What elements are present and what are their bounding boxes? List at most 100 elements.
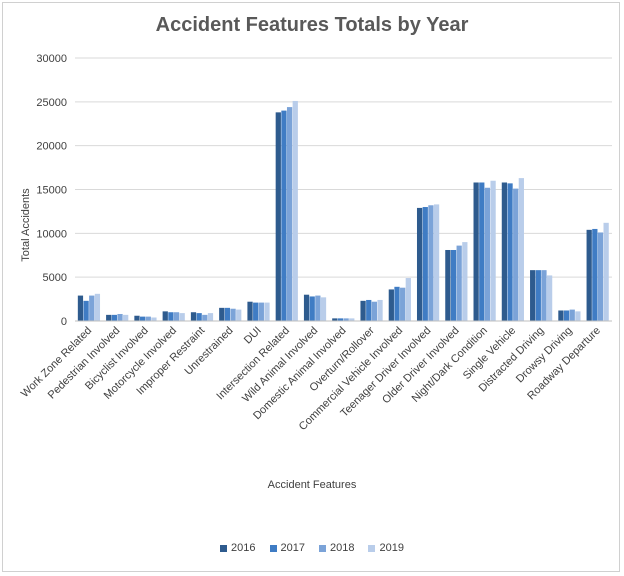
bar xyxy=(490,180,496,321)
bar xyxy=(202,314,208,321)
bar xyxy=(320,297,327,321)
legend-item: 2019 xyxy=(368,542,404,554)
bar xyxy=(173,312,180,321)
bar xyxy=(518,178,524,321)
bar xyxy=(145,316,151,321)
bar xyxy=(111,314,117,321)
bar xyxy=(337,318,344,321)
bar xyxy=(207,313,214,321)
bar xyxy=(428,205,434,321)
legend-label: 2016 xyxy=(231,542,256,554)
y-tick-label: 10000 xyxy=(36,228,67,240)
bar xyxy=(569,309,575,321)
bar xyxy=(597,232,604,321)
bar xyxy=(394,286,400,321)
bar xyxy=(332,318,338,321)
bar xyxy=(219,307,225,321)
bar xyxy=(292,100,298,322)
bar xyxy=(190,312,197,321)
bar xyxy=(196,313,202,321)
bar xyxy=(134,315,140,321)
bar xyxy=(83,300,89,321)
bar xyxy=(315,295,321,321)
legend-swatch xyxy=(368,544,376,552)
bar xyxy=(286,107,293,321)
legend-swatch xyxy=(220,544,228,552)
bar xyxy=(462,242,468,321)
bar xyxy=(484,187,491,321)
bar xyxy=(541,270,547,321)
legend-label: 2017 xyxy=(280,542,305,554)
legend-swatch xyxy=(319,544,326,552)
y-tick-label: 15000 xyxy=(36,185,67,197)
bar xyxy=(253,302,259,321)
bar xyxy=(558,310,564,321)
bar xyxy=(388,289,394,321)
chart-title: Accident Features Totals by Year xyxy=(155,14,469,36)
bar xyxy=(349,318,355,321)
bar xyxy=(450,249,457,321)
bar xyxy=(117,313,123,321)
bar xyxy=(309,296,315,321)
legend: 2016 2017 2018 2019 xyxy=(0,542,624,554)
bar xyxy=(530,270,536,321)
bar xyxy=(479,182,485,321)
bar xyxy=(123,314,129,321)
bar xyxy=(224,307,231,321)
bar xyxy=(592,228,598,321)
bar xyxy=(94,293,101,321)
bar xyxy=(603,222,609,321)
bar xyxy=(366,299,372,321)
bar xyxy=(247,301,253,321)
bar xyxy=(416,207,423,321)
bar xyxy=(140,316,146,321)
y-tick-label: 30000 xyxy=(36,53,67,65)
bar xyxy=(445,249,451,321)
bar xyxy=(258,302,264,321)
bar xyxy=(106,314,112,321)
bar xyxy=(151,317,157,321)
y-tick-label: 0 xyxy=(61,316,67,328)
bar xyxy=(377,299,383,321)
bar xyxy=(456,245,462,321)
bar xyxy=(400,287,406,321)
legend-swatch xyxy=(269,544,277,552)
bar xyxy=(303,294,310,321)
bar xyxy=(168,312,174,321)
bar xyxy=(405,278,411,321)
bar xyxy=(546,275,553,321)
bar xyxy=(275,112,281,321)
bar xyxy=(501,182,508,321)
bar xyxy=(433,204,440,321)
bar xyxy=(422,207,428,321)
legend-item: 2018 xyxy=(319,542,354,554)
bar xyxy=(89,295,95,321)
bar xyxy=(77,295,84,321)
bar xyxy=(586,229,592,321)
bar xyxy=(513,188,519,321)
bar xyxy=(473,182,479,321)
x-tick-label: DUI xyxy=(242,325,264,347)
legend-label: 2019 xyxy=(379,542,404,554)
bar xyxy=(264,302,270,321)
x-axis-label: Accident Features xyxy=(267,479,357,491)
bar xyxy=(343,318,349,321)
bar xyxy=(162,311,168,321)
y-tick-label: 25000 xyxy=(36,97,67,109)
y-tick-label: 20000 xyxy=(36,141,67,153)
legend-item: 2017 xyxy=(269,542,305,554)
bar xyxy=(236,309,242,321)
bar xyxy=(371,301,378,321)
y-tick-label: 5000 xyxy=(43,272,67,284)
bar xyxy=(507,183,513,321)
bar xyxy=(360,300,366,321)
bar xyxy=(575,311,581,321)
legend-label: 2018 xyxy=(330,542,355,554)
legend-item: 2016 xyxy=(220,542,256,554)
bar xyxy=(281,110,287,321)
bar xyxy=(230,308,236,321)
bar xyxy=(535,270,541,321)
bar xyxy=(563,310,570,321)
bar xyxy=(179,313,185,321)
